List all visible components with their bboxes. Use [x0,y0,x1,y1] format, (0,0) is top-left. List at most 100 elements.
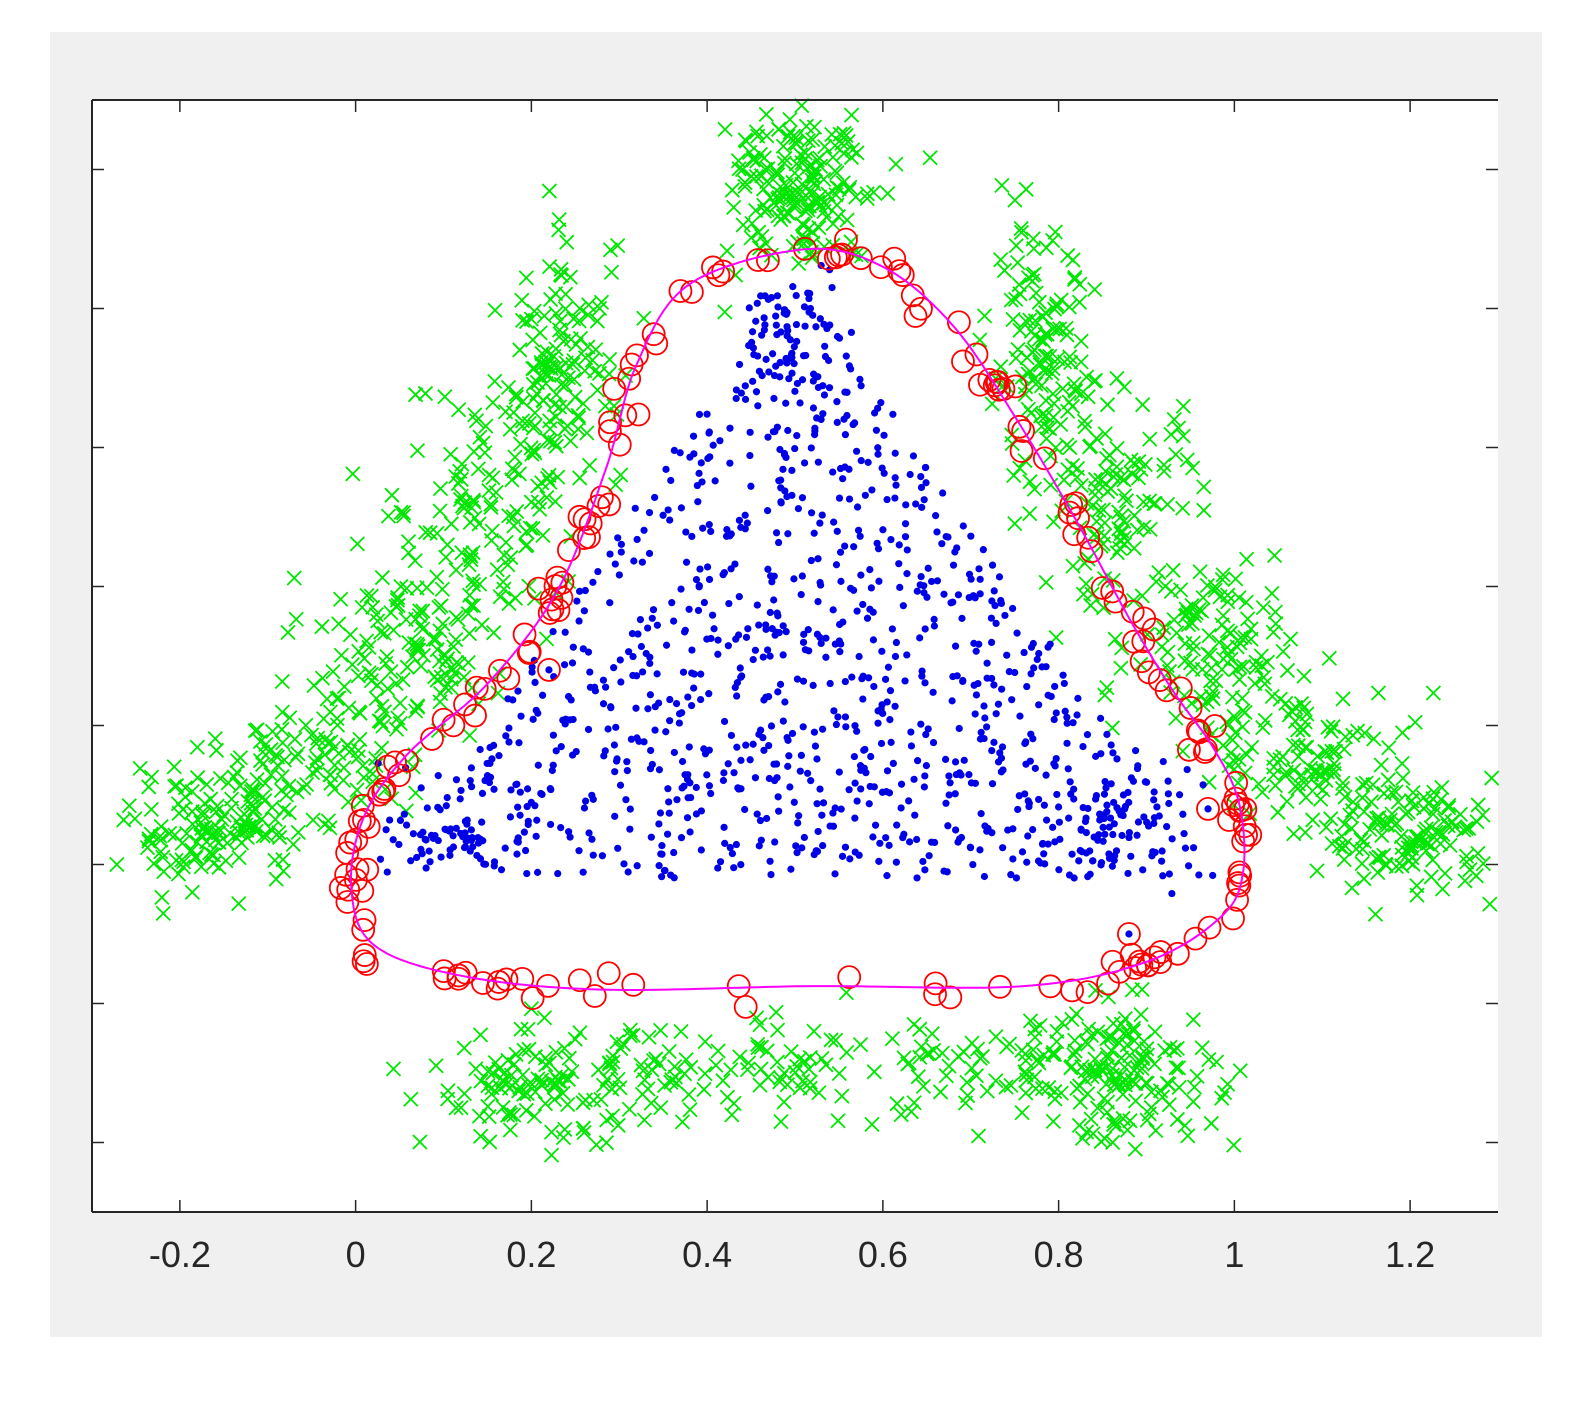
inlier-dot-marker [969,860,977,869]
inlier-dot-marker [662,641,671,649]
inlier-dot-marker [629,652,637,661]
inlier-dot-marker [899,602,907,610]
inlier-dot-marker [580,804,589,812]
outlier-x-marker [462,514,478,530]
inlier-dot-marker [746,428,754,436]
outlier-x-marker [483,496,499,512]
inlier-dot-marker [810,728,819,736]
inlier-dot-marker [461,817,469,825]
inlier-dot-marker [1199,781,1207,789]
outlier-x-marker [496,547,512,563]
outlier-x-marker [535,527,551,544]
outlier-x-marker [1073,477,1089,494]
outlier-x-marker [1060,461,1076,478]
inlier-dot-marker [655,820,663,828]
inlier-dot-marker [1018,848,1027,856]
inlier-dot-marker [860,746,868,754]
outlier-x-marker [1290,738,1306,754]
inlier-dot-marker [965,570,974,578]
inlier-dot-marker [798,572,806,580]
outlier-x-marker [566,371,582,387]
inlier-dot-marker [611,560,619,568]
inlier-dot-marker [990,738,998,746]
outlier-x-marker [621,1101,638,1117]
inlier-dot-marker [1013,629,1021,637]
outlier-x-marker [889,1096,905,1112]
outlier-x-marker [771,121,787,137]
outlier-x-marker [1408,829,1424,845]
inlier-dot-marker [629,671,637,680]
inlier-dot-marker [873,539,881,547]
inlier-dot-marker [888,625,896,633]
inlier-dot-marker [787,865,795,873]
outlier-x-marker [615,1036,631,1052]
outlier-x-marker [1215,567,1231,583]
inlier-dot-marker [819,799,828,807]
outlier-x-marker [532,325,548,341]
outlier-x-marker [572,300,588,317]
inlier-dot-marker [940,590,948,598]
inlier-dot-marker [857,785,865,793]
outlier-x-marker [1180,1128,1196,1144]
inlier-dot-marker [812,323,820,331]
inlier-dot-marker [756,726,765,734]
inlier-dot-marker [684,693,692,701]
outlier-x-marker [1038,240,1054,256]
inlier-dot-marker [561,720,569,728]
outlier-x-marker [174,852,190,868]
inlier-dot-marker [895,541,903,549]
support-vector-circle [1221,906,1245,931]
inlier-dot-marker [1079,742,1087,751]
inlier-dot-marker [512,781,520,789]
outlier-x-marker [485,470,501,486]
outlier-x-marker [484,1080,500,1096]
support-vector-circle [539,587,564,612]
outlier-x-marker [1177,1117,1193,1134]
inlier-dot-marker [1105,850,1113,858]
outlier-x-marker [450,475,466,492]
support-vector-circle [496,666,521,691]
inlier-dot-marker [842,352,850,360]
outlier-x-marker [1128,1093,1144,1109]
outlier-x-marker [1398,806,1414,822]
inlier-dot-marker [922,730,930,739]
inlier-dot-marker [495,752,503,760]
outlier-x-marker [1199,577,1216,594]
outlier-x-marker [1264,585,1280,601]
outlier-x-marker [773,1114,789,1130]
inlier-dot-marker [1184,862,1193,870]
inlier-dot-marker [1108,862,1116,870]
inlier-dot-marker [623,766,631,775]
outlier-x-marker [1226,1137,1242,1153]
support-vector-circle [982,373,1007,398]
outlier-x-marker [782,111,798,128]
x-tick-label: 1 [1224,1234,1244,1275]
support-vector-circle [1196,797,1220,821]
inlier-dot-marker [957,833,966,842]
inlier-dot-marker [664,506,672,514]
outlier-x-marker [643,1095,659,1111]
support-vector-circle [602,376,627,401]
outlier-x-marker [409,443,426,459]
inlier-dot-marker [828,284,836,292]
outlier-x-marker [811,219,827,236]
inlier-dot-marker [586,668,594,676]
inlier-dot-marker [792,320,801,329]
inlier-dot-marker [941,755,950,763]
inlier-dot-marker [874,450,882,458]
outlier-x-marker [1143,1099,1159,1116]
outlier-x-marker [835,175,851,191]
inlier-dot-marker [662,465,670,473]
inlier-dot-marker [581,797,590,805]
outlier-x-marker [1255,719,1271,736]
inlier-dot-marker [655,862,663,870]
inlier-dot-marker [552,747,560,755]
inlier-dot-marker [774,793,782,801]
support-vector-circle [887,259,912,283]
outlier-x-marker [1045,514,1062,530]
outlier-x-marker [1268,616,1284,632]
inlier-dot-marker [907,742,916,750]
x-tick-label: 0.2 [506,1234,556,1275]
outlier-x-marker [1409,878,1425,894]
inlier-dot-marker [841,843,850,851]
